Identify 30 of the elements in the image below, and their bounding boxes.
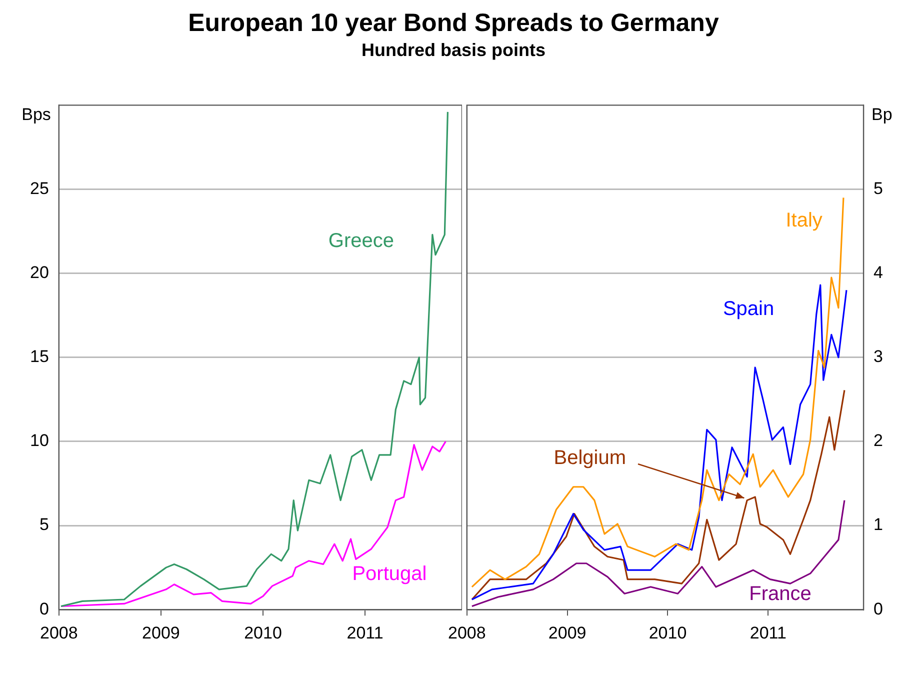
series-label: Italy (786, 210, 822, 232)
chart-subtitle: Hundred basis points (360, 39, 547, 62)
y-tick-label: 10 (30, 431, 49, 450)
series-label: Portugal (352, 562, 427, 585)
x-tick-label: 2011 (346, 623, 384, 642)
text: Spain (722, 298, 774, 320)
y-tick-label: 2 (874, 431, 884, 450)
series-label: Greece (328, 230, 394, 252)
y-tick-label: 20 (30, 263, 49, 282)
y-tick-label: 3 (874, 347, 884, 366)
y-axis-title: Bp (872, 104, 892, 124)
y-tick-label: 5 (39, 515, 49, 534)
y-tick-label: 4 (874, 263, 884, 282)
x-tick-label: 2010 (244, 623, 282, 642)
y-tick-label: 1 (874, 515, 884, 534)
x-tick-label: 2009 (548, 623, 586, 642)
x-tick-label: 2011 (750, 623, 786, 642)
x-tick-label: 2008 (448, 623, 486, 642)
series-label: France (749, 582, 812, 605)
chart-title: European 10 year Bond Spreads to Germany (187, 8, 720, 38)
y-tick-label: 0 (874, 599, 884, 618)
y-tick-label: 5 (874, 178, 884, 198)
x-tick-label: 2009 (142, 623, 180, 642)
y-tick-label: 0 (39, 599, 49, 618)
y-tick-label: 15 (30, 347, 49, 366)
x-tick-label: 2010 (648, 623, 687, 642)
text: Belgium (554, 446, 626, 469)
y-tick-label: 25 (30, 178, 49, 198)
x-tick-label: 2008 (40, 623, 78, 642)
y-axis-title: Bps (22, 104, 51, 124)
